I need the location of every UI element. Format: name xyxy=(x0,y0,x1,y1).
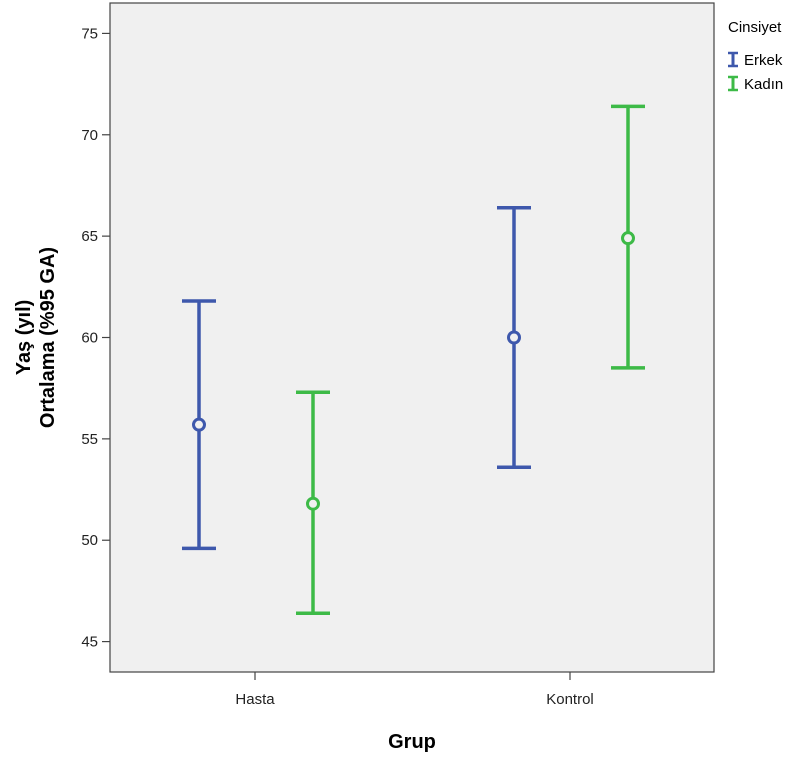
y-tick-label: 45 xyxy=(81,634,98,651)
error-bar-legend-icon xyxy=(728,75,738,92)
y-tick-label: 75 xyxy=(81,25,98,42)
y-tick-label: 60 xyxy=(81,330,98,347)
y-axis: 45 50 55 60 65 70 75 xyxy=(81,25,110,651)
x-axis: Hasta Kontrol xyxy=(235,672,594,708)
x-tick-label: Kontrol xyxy=(546,691,594,708)
legend-label: Kadın xyxy=(744,76,783,93)
mean-marker xyxy=(621,231,635,246)
legend-item-erkek: Erkek xyxy=(728,51,783,69)
x-axis-title: Grup xyxy=(388,731,436,753)
y-tick-label: 70 xyxy=(81,127,98,144)
y-tick-label: 55 xyxy=(81,431,98,448)
mean-marker xyxy=(507,330,521,345)
y-axis-title-line-2: Ortalama (%95 GA) xyxy=(37,247,59,428)
error-bars xyxy=(182,104,645,615)
error-bar-kad-n-kontrol xyxy=(611,104,645,370)
error-bar-kad-n-hasta xyxy=(296,390,330,615)
error-bar-erkek-kontrol xyxy=(497,206,531,469)
legend-label: Erkek xyxy=(744,52,783,69)
y-axis-title-line-1: Yaş (yıl) xyxy=(13,300,35,376)
legend: Cinsiyet Erkek Kadın xyxy=(728,19,783,93)
mean-marker xyxy=(192,417,206,432)
y-tick-label: 50 xyxy=(81,532,98,549)
y-tick-label: 65 xyxy=(81,228,98,245)
plot-area xyxy=(109,2,715,673)
error-bar-erkek-hasta xyxy=(182,299,216,551)
error-bar-legend-icon xyxy=(728,51,738,68)
x-tick-label: Hasta xyxy=(235,691,275,708)
legend-title: Cinsiyet xyxy=(728,19,782,36)
mean-marker xyxy=(306,496,320,511)
legend-item-kad-n: Kadın xyxy=(728,75,783,93)
